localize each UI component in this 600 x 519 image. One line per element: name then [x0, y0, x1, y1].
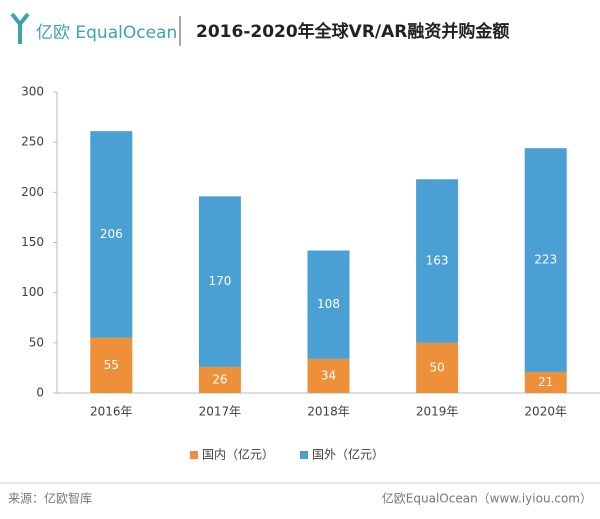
legend-swatch [190, 451, 198, 459]
value-label: 163 [426, 254, 449, 268]
y-tick-label: 250 [21, 135, 44, 149]
value-label: 170 [208, 274, 231, 288]
y-tick-label: 0 [36, 386, 44, 400]
y-tick-label: 300 [21, 85, 44, 99]
brand: 亿欧EqualOcean（www.iyiou.com） [382, 491, 592, 506]
bar-segment [198, 366, 241, 393]
y-tick-label: 150 [21, 235, 44, 249]
x-tick-label: 2017年 [199, 405, 242, 419]
legend-label: 国外（亿元） [312, 447, 384, 462]
bar-segment [307, 358, 350, 393]
x-tick-label: 2019年 [416, 405, 459, 419]
value-label: 55 [104, 358, 119, 372]
x-tick-label: 2016年 [90, 405, 133, 419]
logo-icon [10, 12, 30, 44]
logo: 亿欧 EqualOcean [36, 23, 177, 43]
value-label: 206 [100, 227, 123, 241]
value-label: 21 [538, 375, 553, 389]
y-tick-label: 100 [21, 285, 44, 299]
bar-segment [524, 148, 567, 372]
y-tick-label: 200 [21, 185, 44, 199]
y-tick-label: 50 [29, 335, 44, 349]
value-label: 26 [212, 372, 227, 386]
value-label: 34 [321, 368, 336, 382]
value-label: 50 [429, 360, 444, 374]
value-label: 108 [317, 297, 340, 311]
bar-segment [524, 371, 567, 393]
bar-segment [416, 179, 459, 343]
bar-segment [307, 250, 350, 359]
source: 来源：亿欧智库 [8, 491, 92, 506]
bar-segment [90, 131, 133, 338]
bar-segment [416, 342, 459, 393]
legend-swatch [300, 451, 308, 459]
bar-segment [90, 337, 133, 393]
x-tick-label: 2018年 [307, 405, 350, 419]
bar-segment [198, 196, 241, 367]
chart-title: 2016-2020年全球VR/AR融资并购金额 [196, 21, 509, 42]
value-label: 223 [534, 253, 557, 267]
x-tick-label: 2020年 [524, 405, 567, 419]
legend-label: 国内（亿元） [202, 447, 274, 462]
